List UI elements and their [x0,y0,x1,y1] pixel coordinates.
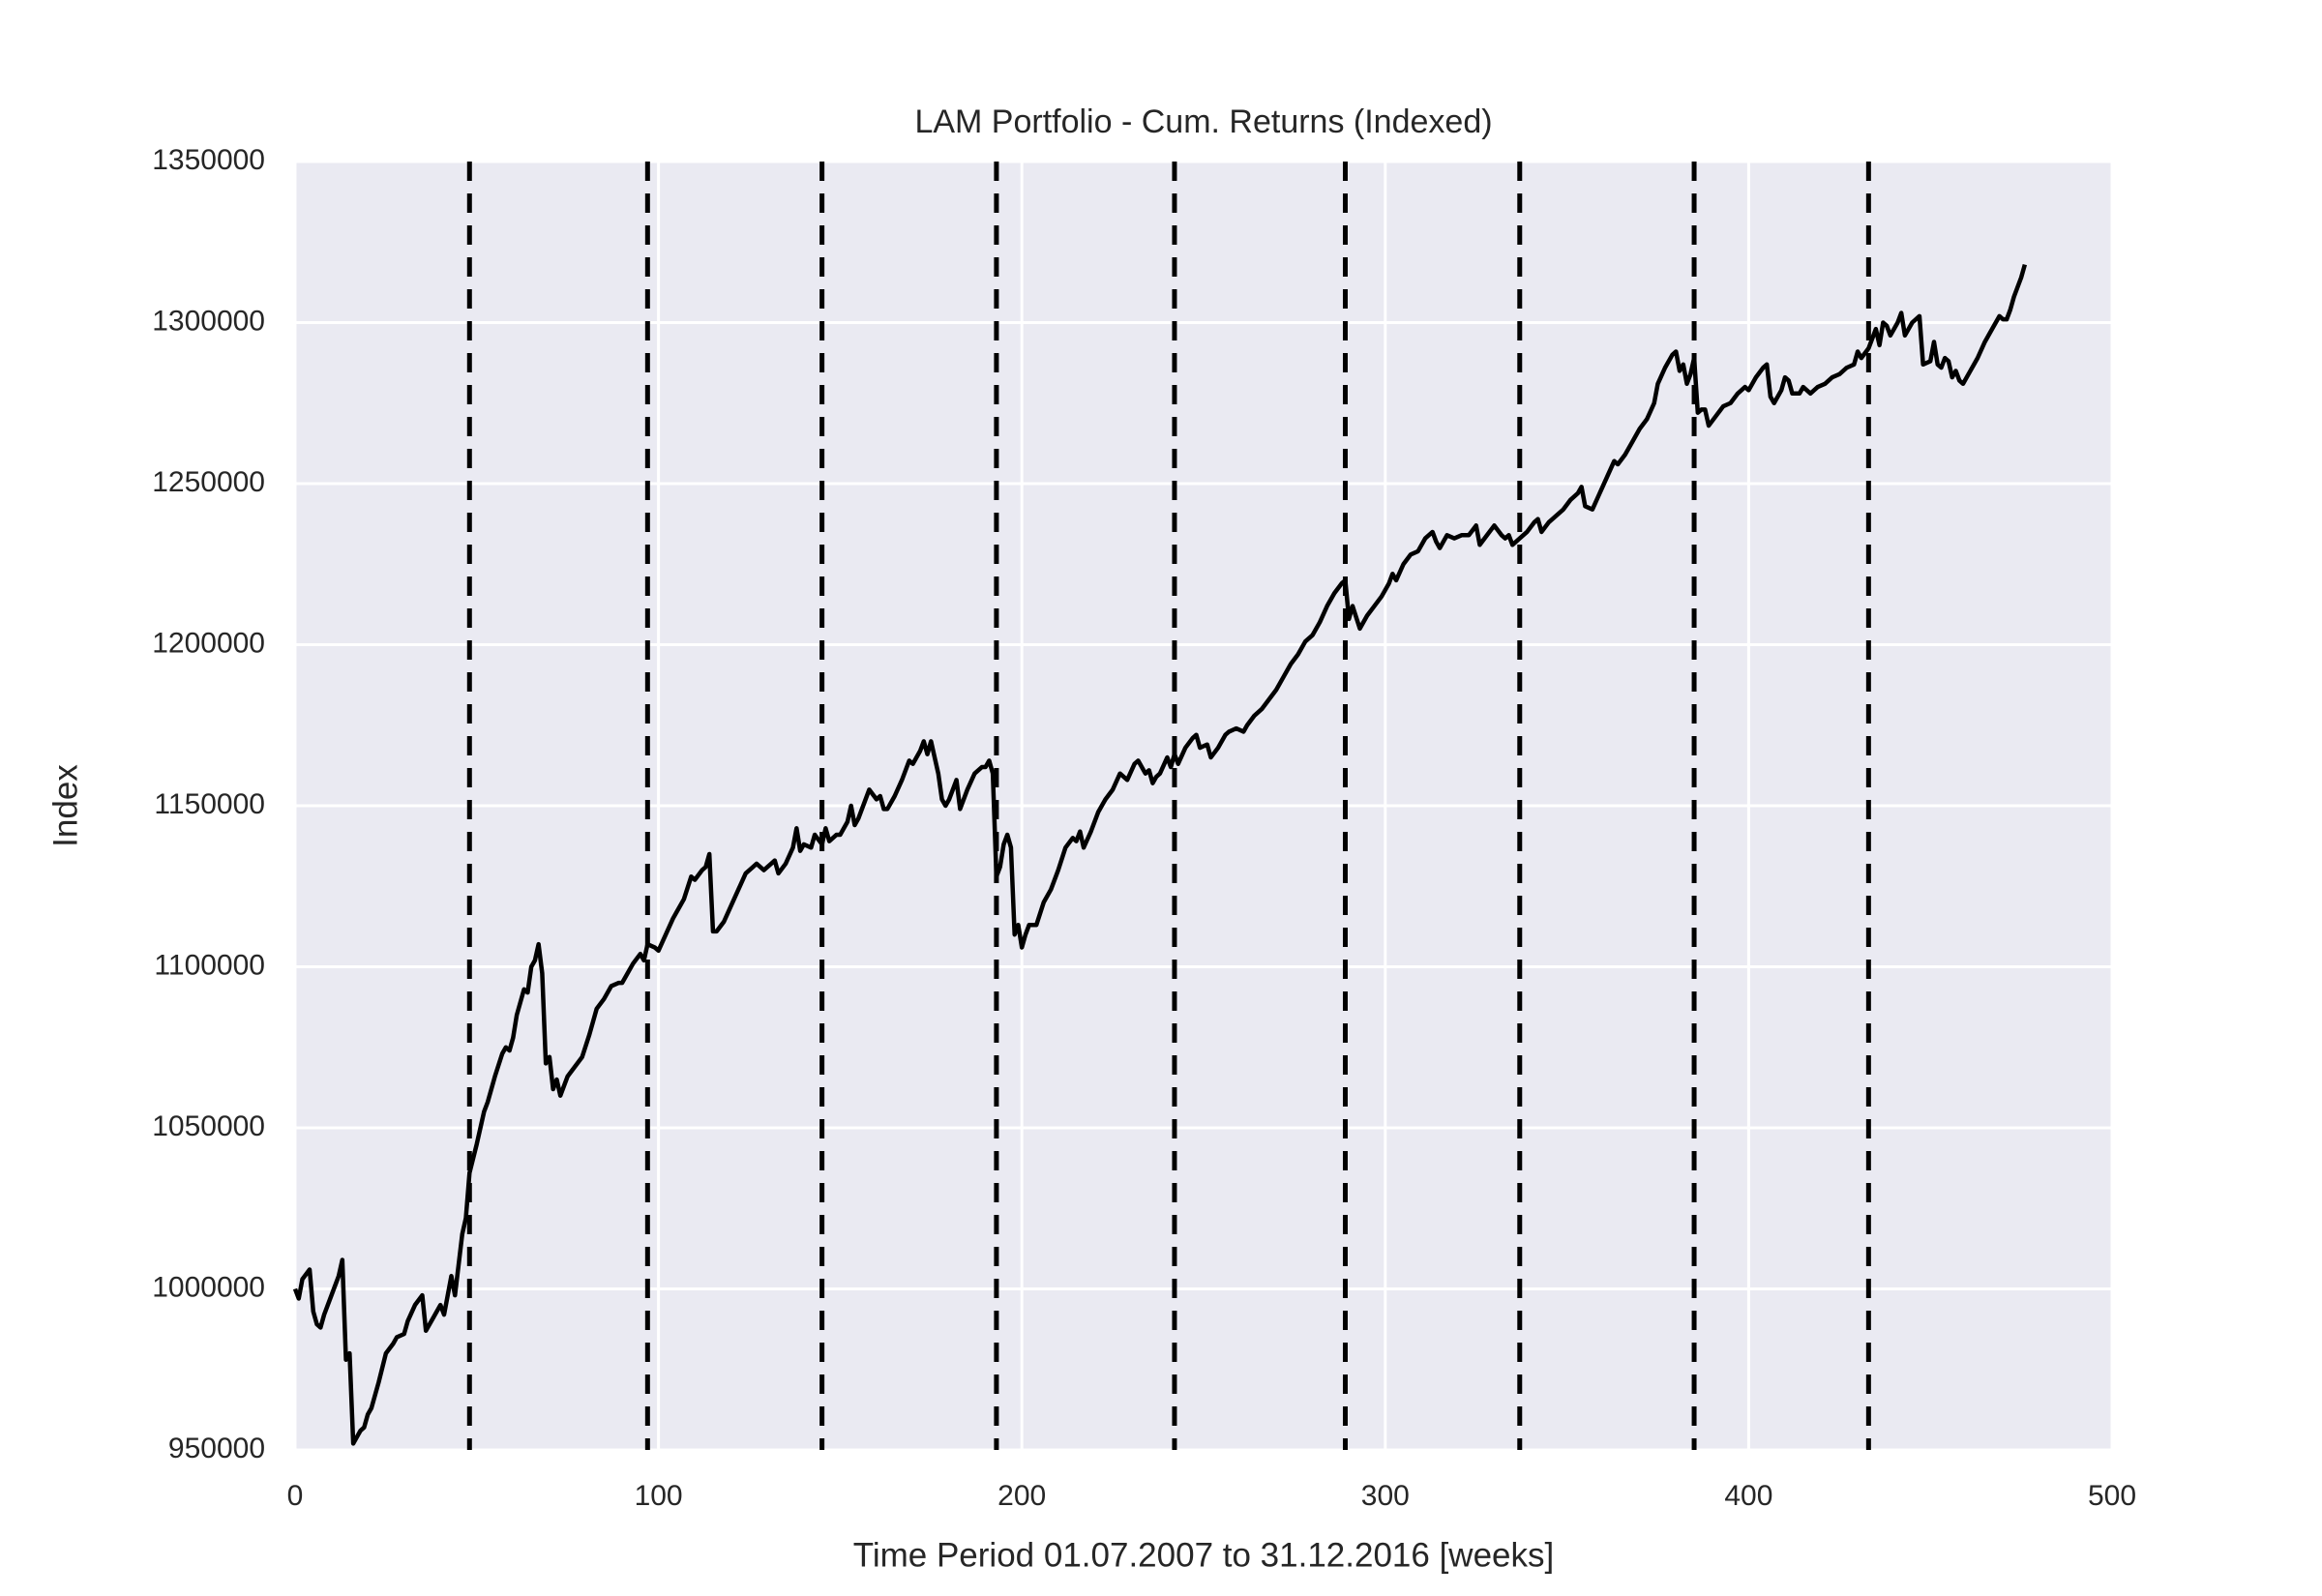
y-tick-label: 1200000 [152,627,265,659]
x-tick-label: 400 [1724,1480,1772,1512]
x-axis-label: Time Period 01.07.2007 to 31.12.2016 [we… [853,1536,1554,1574]
y-tick-label: 950000 [168,1433,265,1464]
chart-title: LAM Portfolio - Cum. Returns (Indexed) [914,103,1492,140]
y-tick-label: 1350000 [152,144,265,176]
y-tick-label: 1150000 [154,788,265,820]
y-axis-label: Index [46,764,84,847]
y-tick-label: 1050000 [152,1110,265,1142]
x-tick-label: 200 [997,1480,1046,1512]
x-tick-label: 500 [2088,1480,2136,1512]
y-tick-label: 1000000 [152,1271,265,1303]
x-tick-label: 100 [635,1480,683,1512]
y-tick-label: 1100000 [154,949,265,981]
y-tick-label: 1300000 [152,305,265,337]
index-line [292,263,2028,1446]
x-tick-label: 0 [287,1480,304,1512]
y-tick-label: 1250000 [152,466,265,498]
x-tick-label: 300 [1361,1480,1410,1512]
